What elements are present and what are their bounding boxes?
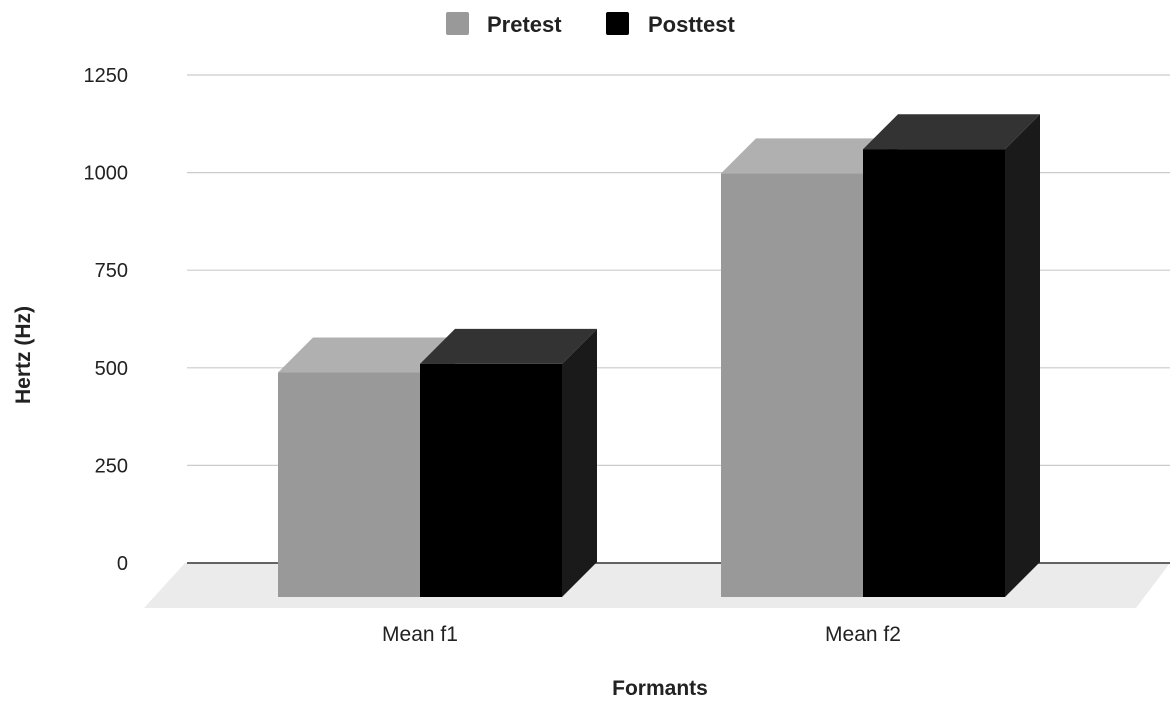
x-tick-label: Mean f2 (825, 623, 901, 646)
x-tick-label: Mean f1 (382, 623, 458, 646)
bar-posttest-2 (863, 114, 1040, 598)
y-tick-label: 250 (95, 455, 128, 477)
bar-side (562, 328, 597, 597)
bar-top (863, 114, 1040, 150)
x-axis-ticks: Mean f1 Mean f2 (382, 623, 901, 646)
legend-swatch-pretest (446, 12, 469, 35)
bar-top (278, 337, 455, 373)
bar-front (420, 363, 562, 597)
bar-front (278, 372, 420, 597)
legend-label-posttest: Posttest (648, 12, 735, 37)
legend-item-pretest[interactable]: Pretest (446, 12, 562, 37)
y-axis-title: Hertz (Hz) (12, 306, 35, 404)
x-axis-title: Formants (612, 677, 708, 700)
y-axis-ticks: 0 250 500 750 1000 1250 (84, 65, 129, 575)
legend-label-pretest: Pretest (487, 12, 562, 37)
y-tick-label: 0 (117, 553, 128, 575)
bar-side (1005, 114, 1040, 598)
legend-swatch-posttest (606, 12, 629, 35)
y-tick-label: 750 (95, 260, 128, 282)
bars (278, 114, 1040, 598)
bar-front (721, 173, 863, 597)
bar-top (721, 138, 898, 174)
bar-posttest-1 (420, 328, 597, 597)
bar-top (420, 328, 597, 364)
legend: Pretest Posttest (446, 12, 735, 37)
y-tick-label: 1000 (84, 163, 129, 185)
bar-front (863, 149, 1005, 598)
y-tick-label: 500 (95, 358, 128, 380)
y-tick-label: 1250 (84, 65, 129, 87)
legend-item-posttest[interactable]: Posttest (606, 12, 735, 37)
